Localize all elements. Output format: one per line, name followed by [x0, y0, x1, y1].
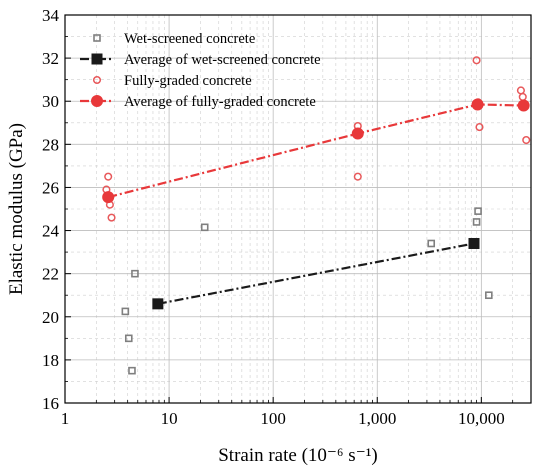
- legend: Wet-screened concrete Average of wet-scre…: [80, 31, 321, 110]
- data-point: [485, 291, 493, 300]
- data-point: [124, 334, 133, 343]
- legend-label: Wet-screened concrete: [124, 31, 255, 47]
- y-axis-title: Elastic modulus (GPa): [6, 123, 27, 295]
- series-line: [107, 103, 524, 199]
- data-point: [102, 191, 115, 204]
- legend-entry: Fully-graded concrete: [92, 73, 252, 89]
- data-point: [516, 86, 525, 95]
- data-point: [107, 213, 116, 222]
- x-tick-label: 100: [260, 409, 286, 428]
- legend-marker: [91, 95, 103, 107]
- data-point: [200, 223, 209, 232]
- y-tick-label: 32: [42, 49, 59, 68]
- series-2: [152, 237, 480, 310]
- y-tick-label: 24: [42, 222, 60, 241]
- legend-label: Average of wet-screened concrete: [124, 52, 321, 68]
- data-point: [104, 172, 113, 181]
- series-line: [157, 242, 475, 305]
- legend-label: Average of fully-graded concrete: [124, 94, 316, 110]
- data-point: [131, 269, 139, 278]
- x-tick-label: 10,000: [458, 409, 505, 428]
- x-tick-label: 1,000: [358, 409, 396, 428]
- data-point: [472, 218, 481, 226]
- y-tick-label: 16: [42, 394, 59, 413]
- data-point: [128, 366, 136, 375]
- data-point: [353, 172, 362, 181]
- y-tick-label: 34: [42, 6, 60, 25]
- series-1: [121, 207, 493, 375]
- data-point: [517, 99, 530, 112]
- data-point: [472, 56, 481, 65]
- legend-entry: Average of fully-graded concrete: [80, 94, 316, 110]
- x-tick-label: 1: [61, 409, 70, 428]
- y-tick-label: 28: [42, 135, 59, 154]
- legend-marker: [91, 53, 103, 65]
- y-tick-label: 26: [42, 178, 59, 197]
- legend-marker: [92, 75, 102, 85]
- legend-marker: [93, 34, 101, 42]
- series-layer: [102, 56, 531, 375]
- x-tick-label: 10: [161, 409, 178, 428]
- series-4: [102, 98, 530, 204]
- x-axis-title: Strain rate (10⁻⁶ s⁻¹): [218, 445, 378, 466]
- legend-entry: Average of wet-screened concrete: [80, 52, 321, 68]
- data-point: [152, 298, 164, 310]
- data-point: [351, 127, 364, 140]
- data-point: [468, 237, 480, 249]
- axes: 1 10 100 1,000 10,000 16 18 20 22 24 26 28 30 32 34: [42, 6, 532, 428]
- data-point: [474, 207, 482, 215]
- data-point: [471, 98, 484, 111]
- data-point: [121, 307, 130, 316]
- legend-entry: Wet-screened concrete: [93, 31, 255, 47]
- data-point: [518, 92, 527, 101]
- data-point: [475, 123, 484, 132]
- legend-label: Fully-graded concrete: [124, 73, 252, 89]
- y-tick-label: 22: [42, 265, 59, 284]
- data-point: [427, 239, 436, 248]
- y-tick-label: 18: [42, 351, 59, 370]
- y-tick-label: 20: [42, 308, 59, 327]
- y-tick-label: 30: [42, 92, 59, 111]
- data-point: [522, 135, 531, 145]
